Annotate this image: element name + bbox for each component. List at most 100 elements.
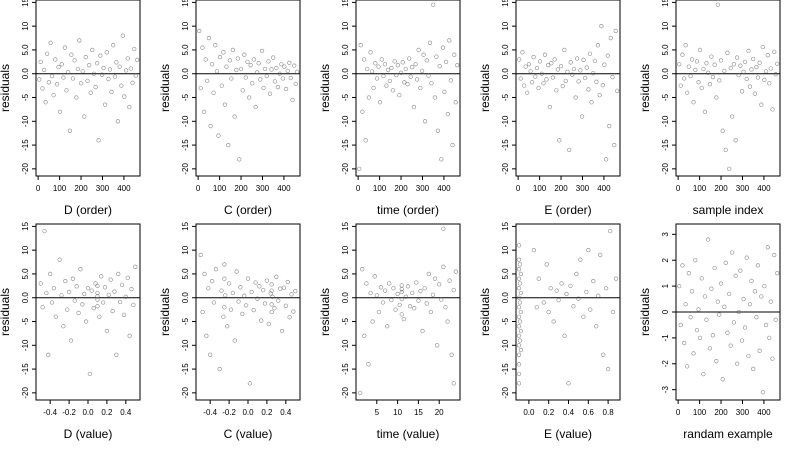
data-point	[269, 288, 274, 293]
data-point	[448, 78, 453, 83]
data-point	[734, 361, 740, 366]
data-point	[518, 328, 524, 334]
data-point	[217, 366, 222, 372]
data-point	[49, 300, 55, 305]
x-tick-label: 0.2	[101, 408, 113, 417]
data-point	[531, 54, 536, 60]
data-point	[697, 335, 703, 341]
data-point	[64, 88, 69, 93]
data-point	[749, 278, 754, 284]
data-point	[418, 85, 423, 91]
data-point	[736, 309, 741, 315]
y-tick-label: -15	[21, 363, 30, 375]
data-point	[99, 72, 105, 77]
data-point	[232, 338, 237, 343]
data-point	[414, 77, 420, 82]
data-point	[421, 52, 426, 57]
data-point	[715, 299, 720, 304]
data-point	[274, 274, 279, 279]
data-point	[694, 59, 700, 64]
data-point	[607, 123, 612, 129]
data-point	[368, 50, 373, 55]
data-point	[77, 38, 82, 43]
data-point	[228, 307, 234, 312]
data-point	[72, 298, 77, 303]
x-tick-label: 0	[676, 408, 681, 417]
x-tick-label: 300	[736, 408, 750, 417]
data-point	[387, 78, 393, 84]
data-point	[686, 271, 692, 276]
data-point	[87, 371, 93, 376]
y-tick-label: -15	[21, 139, 30, 151]
data-point	[67, 128, 73, 133]
data-point	[422, 119, 428, 124]
data-point	[728, 343, 733, 348]
x-tick-label: 300	[736, 184, 750, 193]
data-point	[688, 315, 693, 320]
data-point	[517, 300, 523, 305]
y-tick-label: 5.0	[341, 44, 350, 56]
y-axis-label: residuals	[478, 64, 492, 112]
data-point	[555, 67, 560, 72]
y-tick-label: -3	[661, 386, 670, 394]
data-point	[680, 52, 685, 57]
y-tick-label: -10	[341, 115, 350, 127]
data-point	[610, 74, 615, 80]
data-point	[97, 314, 102, 319]
y-tick-label: 15	[21, 0, 30, 7]
data-point	[295, 69, 300, 74]
x-tick-label: 400	[437, 184, 451, 193]
data-point	[360, 267, 365, 272]
data-point	[68, 338, 74, 343]
data-point	[600, 82, 605, 88]
data-point	[93, 281, 98, 286]
data-point	[556, 297, 561, 303]
residual-plot-3: residuals time (order) -20 -15 -10 -5 0.0 5.0 10…	[318, 0, 461, 217]
data-point	[277, 71, 282, 76]
data-point	[374, 293, 379, 298]
data-point	[389, 65, 394, 71]
data-point	[264, 278, 270, 283]
data-point	[751, 56, 756, 62]
data-point	[70, 276, 76, 281]
x-tick-label: 0.0	[242, 408, 254, 417]
y-tick-label: 0.0	[341, 68, 350, 80]
data-point	[393, 307, 398, 312]
data-point	[574, 56, 580, 61]
y-tick-label: 15	[21, 221, 30, 230]
data-point	[104, 328, 110, 334]
data-point	[559, 281, 564, 286]
data-point	[54, 82, 60, 87]
data-point	[369, 69, 375, 74]
data-point	[259, 48, 265, 54]
data-point	[363, 138, 368, 143]
data-point	[119, 282, 125, 288]
data-point	[385, 324, 390, 329]
data-point	[714, 359, 719, 364]
data-point	[89, 288, 94, 293]
data-point	[426, 271, 431, 277]
x-tick-label: 10	[393, 408, 402, 417]
data-point	[557, 138, 562, 143]
y-tick-label: 10	[341, 21, 350, 30]
data-point	[277, 286, 283, 291]
data-point	[734, 55, 740, 60]
data-point	[431, 2, 436, 7]
data-point	[264, 73, 269, 79]
data-point	[601, 352, 606, 357]
y-tick-label: 15	[501, 0, 510, 7]
data-point	[691, 100, 696, 105]
data-point	[205, 78, 210, 84]
x-tick-label: 0.6	[583, 408, 595, 417]
y-tick-label: -20	[341, 163, 350, 175]
plot-frame	[675, 0, 781, 177]
data-point	[209, 278, 215, 284]
data-point	[279, 62, 284, 67]
data-point	[419, 68, 425, 74]
data-point	[696, 80, 701, 85]
data-point	[516, 295, 522, 300]
x-tick-label: 0.0	[82, 408, 94, 417]
data-point	[49, 73, 55, 79]
data-point	[696, 307, 701, 312]
